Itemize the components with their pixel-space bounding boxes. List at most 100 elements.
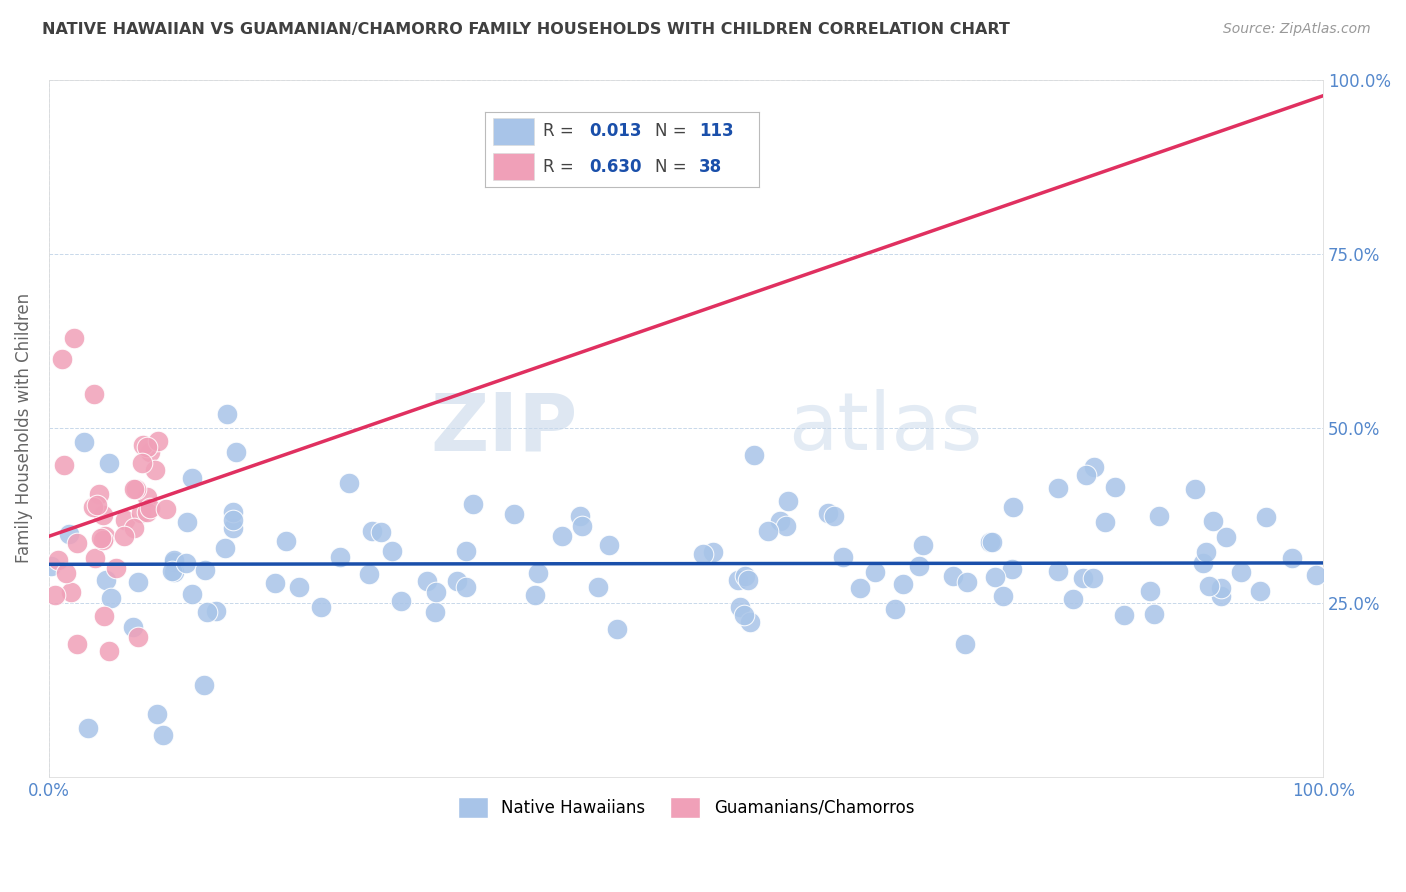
Point: [135, 505, 157, 519]
Point: [568, 508, 591, 523]
Point: [163, 565, 186, 579]
Point: [39, 558, 62, 573]
Point: [82, 500, 104, 515]
Point: [222, 505, 245, 519]
Point: [454, 544, 477, 558]
Point: [907, 559, 929, 574]
Text: 0.013: 0.013: [589, 122, 641, 140]
Point: [692, 547, 714, 561]
Point: [586, 581, 609, 595]
Point: [756, 524, 779, 539]
Point: [1281, 551, 1303, 566]
Point: [730, 599, 752, 614]
Point: [425, 585, 447, 599]
Point: [163, 555, 186, 569]
Point: [55, 566, 77, 580]
Point: [181, 587, 204, 601]
Point: [1071, 571, 1094, 585]
Point: [1046, 481, 1069, 495]
Point: [143, 463, 166, 477]
Point: [984, 570, 1007, 584]
Point: [911, 539, 934, 553]
Text: ZIP: ZIP: [430, 390, 578, 467]
Point: [122, 521, 145, 535]
Point: [1139, 584, 1161, 599]
Point: [865, 566, 887, 580]
Point: [112, 529, 135, 543]
Point: [389, 594, 412, 608]
Point: [83, 386, 105, 401]
Point: [73, 435, 96, 450]
Point: [100, 591, 122, 606]
Point: [823, 508, 845, 523]
Point: [276, 534, 298, 549]
Point: [105, 561, 128, 575]
Point: [606, 622, 628, 636]
Point: [84, 551, 107, 566]
Point: [1047, 564, 1070, 578]
Text: 113: 113: [699, 122, 734, 140]
Point: [90, 531, 112, 545]
Point: [139, 501, 162, 516]
Point: [980, 534, 1002, 549]
Text: Source: ZipAtlas.com: Source: ZipAtlas.com: [1223, 22, 1371, 37]
Point: [180, 471, 202, 485]
Point: [77, 721, 100, 735]
Point: [738, 615, 761, 629]
Text: 38: 38: [699, 158, 723, 176]
Text: 0.630: 0.630: [589, 158, 641, 176]
Point: [44, 588, 66, 602]
Point: [122, 482, 145, 496]
Point: [155, 502, 177, 516]
Point: [1211, 590, 1233, 604]
Point: [87, 487, 110, 501]
Point: [524, 589, 547, 603]
Point: [1202, 514, 1225, 528]
Point: [775, 519, 797, 533]
Point: [1062, 591, 1084, 606]
Point: [702, 545, 724, 559]
Point: [174, 556, 197, 570]
Point: [381, 544, 404, 558]
Point: [454, 580, 477, 594]
Point: [1198, 579, 1220, 593]
Point: [329, 549, 352, 564]
Point: [288, 580, 311, 594]
Point: [776, 493, 799, 508]
Point: [146, 707, 169, 722]
Point: [1191, 556, 1213, 570]
Point: [214, 541, 236, 555]
Point: [361, 524, 384, 539]
Point: [1229, 565, 1251, 579]
Point: [91, 533, 114, 548]
Point: [135, 490, 157, 504]
Point: [571, 519, 593, 533]
Point: [146, 434, 169, 448]
Point: [225, 444, 247, 458]
Text: N =: N =: [655, 122, 692, 140]
Point: [337, 476, 360, 491]
Point: [264, 575, 287, 590]
Point: [222, 520, 245, 534]
Point: [1083, 571, 1105, 585]
Text: NATIVE HAWAIIAN VS GUAMANIAN/CHAMORRO FAMILY HOUSEHOLDS WITH CHILDREN CORRELATIO: NATIVE HAWAIIAN VS GUAMANIAN/CHAMORRO FA…: [42, 22, 1010, 37]
Point: [66, 637, 89, 651]
Point: [733, 607, 755, 622]
Point: [46, 552, 69, 566]
Point: [176, 515, 198, 529]
Point: [527, 566, 550, 580]
Legend: Native Hawaiians, Guamanians/Chamorros: Native Hawaiians, Guamanians/Chamorros: [451, 790, 921, 824]
Point: [769, 514, 792, 528]
Point: [953, 636, 976, 650]
Point: [446, 574, 468, 588]
Point: [132, 438, 155, 452]
Point: [66, 536, 89, 550]
Point: [98, 644, 121, 658]
Point: [1083, 459, 1105, 474]
Point: [127, 574, 149, 589]
Point: [1184, 482, 1206, 496]
Point: [215, 408, 238, 422]
Point: [1215, 530, 1237, 544]
Point: [737, 573, 759, 587]
Point: [884, 602, 907, 616]
